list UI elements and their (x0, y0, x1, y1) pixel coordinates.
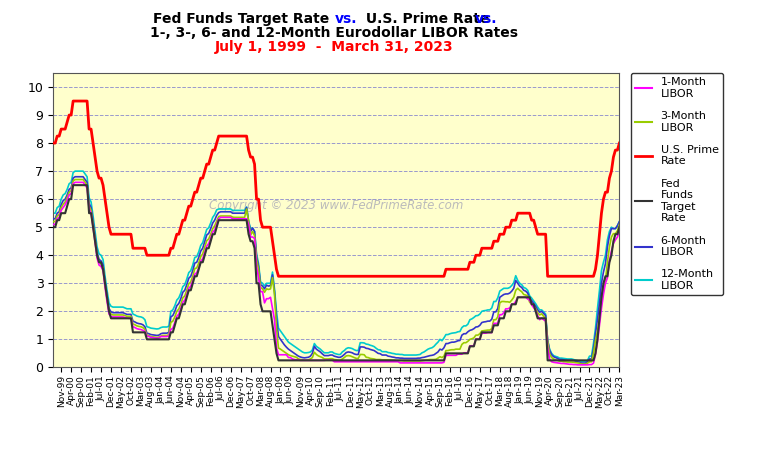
Text: 1-, 3-, 6- and 12-Month Eurodollar LIBOR Rates: 1-, 3-, 6- and 12-Month Eurodollar LIBOR… (150, 26, 518, 40)
Text: July 1, 1999  -  March 31, 2023: July 1, 1999 - March 31, 2023 (215, 40, 454, 54)
Text: vs.: vs. (475, 12, 498, 26)
Text: vs.: vs. (334, 12, 357, 26)
Text: Copyright © 2023 www.FedPrimeRate.com: Copyright © 2023 www.FedPrimeRate.com (209, 199, 464, 212)
Text: U.S. Prime Rate: U.S. Prime Rate (361, 12, 494, 26)
Legend: 1-Month
LIBOR, 3-Month
LIBOR, U.S. Prime
Rate, Fed
Funds
Target
Rate, 6-Month
LI: 1-Month LIBOR, 3-Month LIBOR, U.S. Prime… (631, 73, 723, 295)
Text: Fed Funds Target Rate: Fed Funds Target Rate (154, 12, 334, 26)
